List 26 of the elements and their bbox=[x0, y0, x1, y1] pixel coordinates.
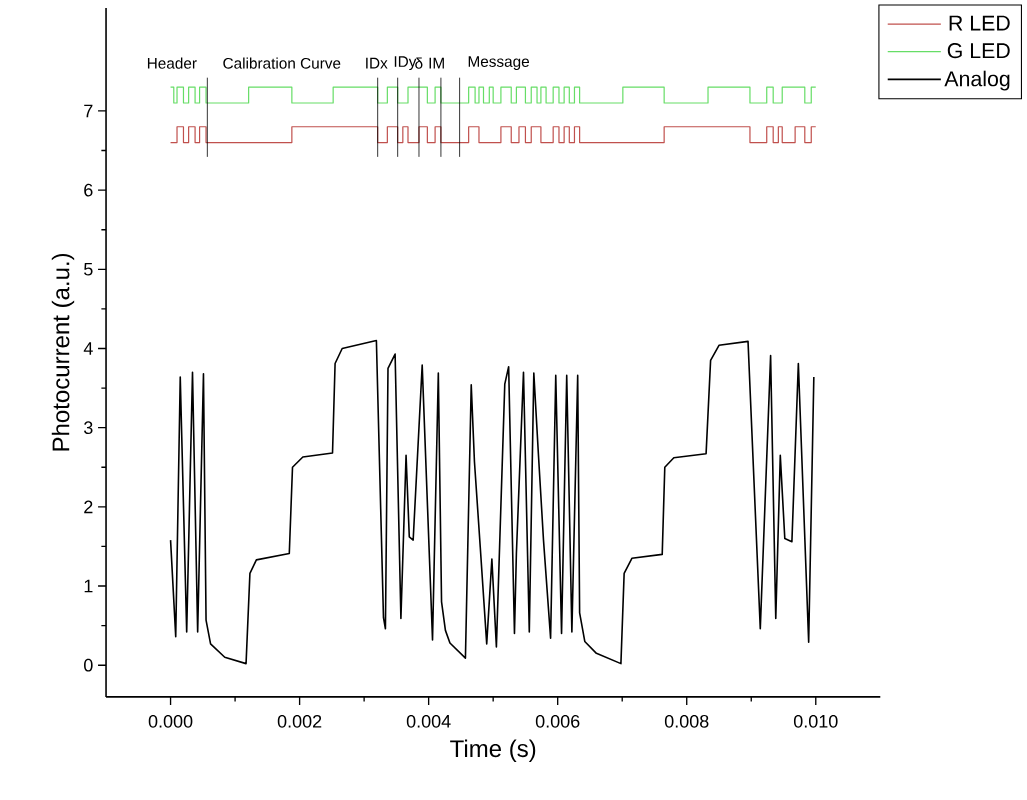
x-tick-label: 0.006 bbox=[535, 714, 580, 728]
legend-label: G LED bbox=[947, 42, 1010, 59]
annotation: IDy bbox=[394, 56, 417, 70]
x-tick-label: 0.008 bbox=[664, 714, 709, 728]
x-axis-title: Time (s) bbox=[450, 739, 536, 762]
y-tick-label: 7 bbox=[84, 104, 93, 118]
x-tick-label: 0.000 bbox=[148, 714, 193, 728]
annotation: Header bbox=[147, 57, 197, 69]
annotation: δ bbox=[415, 57, 423, 69]
y-tick-label: 5 bbox=[84, 262, 93, 276]
annotation: Message bbox=[468, 56, 530, 70]
annotation: Calibration Curve bbox=[223, 57, 341, 69]
y-tick-label: 1 bbox=[84, 579, 93, 593]
x-tick-label: 0.004 bbox=[406, 714, 451, 728]
y-tick-label: 0 bbox=[84, 658, 93, 672]
x-tick-label: 0.002 bbox=[277, 714, 322, 728]
legend-label: R LED bbox=[949, 15, 1010, 31]
legend-label: Analog bbox=[944, 70, 1010, 91]
y-tick-label: 3 bbox=[84, 421, 93, 434]
y-tick-label: 2 bbox=[84, 500, 93, 514]
y-axis-title: Photocurrent (a.u.) bbox=[51, 253, 75, 451]
y-tick-label: 6 bbox=[84, 183, 93, 197]
annotation: IM bbox=[429, 57, 444, 69]
x-tick-label: 0.010 bbox=[793, 714, 838, 728]
y-tick-label: 4 bbox=[83, 342, 93, 355]
annotation: IDx bbox=[366, 57, 388, 69]
